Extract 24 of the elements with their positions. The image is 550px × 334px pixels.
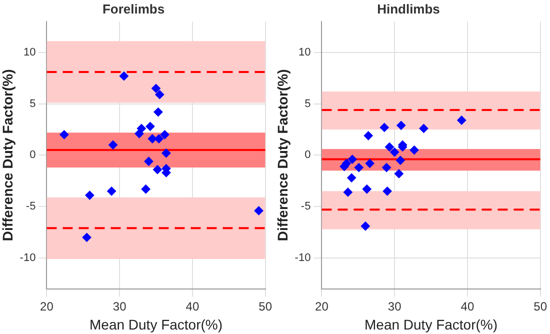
y-tick-label: 5 (304, 98, 311, 110)
y-tick-label: 5 (30, 98, 36, 110)
x-tick-label: 20 (315, 299, 329, 314)
y-tick-label: 10 (23, 46, 36, 58)
chart-title: Forelimbs (102, 1, 165, 16)
y-axis-title: Difference Duty Factor(%) (0, 69, 16, 242)
x-tick-label: 30 (112, 299, 127, 314)
y-tick-label: 0 (30, 149, 36, 162)
x-tick-label: 30 (388, 299, 402, 314)
y-tick-label: 0 (304, 149, 311, 162)
y-tick-label: -5 (300, 200, 311, 213)
x-tick-label: 40 (460, 299, 474, 314)
y-tick-label: -10 (20, 252, 36, 264)
x-tick-label: 40 (186, 299, 200, 314)
y-axis-title: Difference Duty Factor(%) (274, 69, 290, 242)
x-tick-label: 20 (40, 299, 54, 314)
y-tick-label: 10 (298, 46, 311, 58)
x-tick-label: 50 (258, 299, 272, 314)
chart-title: Hindlimbs (377, 1, 440, 16)
y-tick-label: -5 (26, 200, 36, 213)
y-tick-label: -10 (294, 252, 311, 264)
x-tick-label: 50 (534, 299, 548, 314)
x-axis-title: Mean Duty Factor(%) (364, 316, 498, 332)
x-axis-title: Mean Duty Factor(%) (89, 316, 223, 332)
